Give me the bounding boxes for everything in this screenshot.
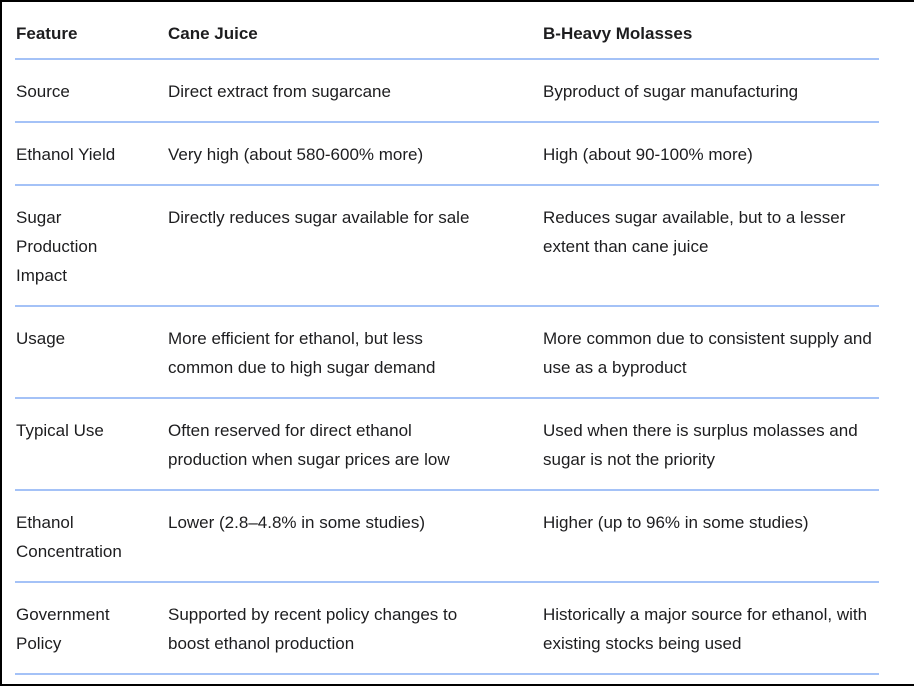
b-heavy-molasses-value: High (about 90-100% more) — [543, 145, 753, 164]
table-row-sugar-production-impact: Sugar Production Impact Directly reduces… — [15, 186, 879, 307]
b-heavy-molasses-value: More common due to consistent supply and… — [543, 329, 872, 377]
cane-juice-value: Lower (2.8–4.8% in some studies) — [168, 513, 426, 532]
table-row-source: Source Direct extract from sugarcane Byp… — [15, 60, 879, 123]
feature-label: Source — [16, 82, 70, 101]
cane-juice-value: Direct extract from sugarcane — [168, 82, 391, 101]
table-row-typical-use: Typical Use Often reserved for direct et… — [15, 399, 879, 491]
b-heavy-molasses-value: Used when there is surplus molasses and … — [543, 421, 858, 469]
table-row-ethanol-yield: Ethanol Yield Very high (about 580-600% … — [15, 123, 879, 186]
table-row-usage: Usage More efficient for ethanol, but le… — [15, 307, 879, 399]
b-heavy-molasses-value: Reduces sugar available, but to a lesser… — [543, 208, 846, 256]
cane-juice-value: More efficient for ethanol, but less com… — [168, 329, 436, 377]
cane-juice-value: Very high (about 580-600% more) — [168, 145, 424, 164]
column-header-b-heavy-molasses: B-Heavy Molasses — [543, 24, 693, 43]
feature-label: Ethanol Concentration — [16, 513, 122, 561]
feature-label: Ethanol Yield — [16, 145, 116, 164]
column-header-feature: Feature — [16, 24, 78, 43]
b-heavy-molasses-value: Byproduct of sugar manufacturing — [543, 82, 799, 101]
cane-juice-value: Often reserved for direct ethanol produc… — [168, 421, 450, 469]
cane-juice-value: Directly reduces sugar available for sal… — [168, 208, 470, 227]
feature-label: Usage — [16, 329, 66, 348]
feature-label: Typical Use — [16, 421, 104, 440]
table-header-row: Feature Cane Juice B-Heavy Molasses — [15, 2, 879, 60]
table-row-ethanol-concentration: Ethanol Concentration Lower (2.8–4.8% in… — [15, 491, 879, 583]
feature-label: Sugar Production Impact — [16, 208, 98, 285]
column-header-cane-juice: Cane Juice — [168, 24, 258, 43]
cane-juice-value: Supported by recent policy changes to bo… — [168, 605, 458, 653]
feature-label: Government Policy — [16, 605, 110, 653]
b-heavy-molasses-value: Higher (up to 96% in some studies) — [543, 513, 809, 532]
comparison-table: Feature Cane Juice B-Heavy Molasses Sour… — [15, 2, 879, 675]
table-row-government-policy: Government Policy Supported by recent po… — [15, 583, 879, 675]
b-heavy-molasses-value: Historically a major source for ethanol,… — [543, 605, 868, 653]
